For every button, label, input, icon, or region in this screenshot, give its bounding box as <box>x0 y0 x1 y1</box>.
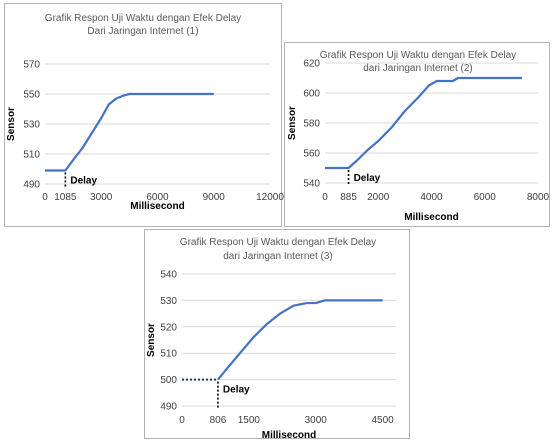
y-axis-label: Sensor <box>146 323 157 357</box>
x-tick-label: 1500 <box>238 415 261 426</box>
y-axis-label: Sensor <box>6 107 17 141</box>
x-tick-label: 6000 <box>474 192 497 203</box>
chart-title: Grafik Respon Uji Waktu dengan Efek Dela… <box>45 13 241 24</box>
x-tick-label: 885 <box>340 192 357 203</box>
chart-subtitle: dari Jaringan Internet (2) <box>363 63 473 74</box>
x-tick-label: 2000 <box>367 192 390 203</box>
chart-3-svg: Grafik Respon Uji Waktu dengan Efek Dela… <box>146 237 396 441</box>
chart-title: Grafik Respon Uji Waktu dengan Efek Dela… <box>180 237 376 248</box>
x-tick-label: 4000 <box>420 192 443 203</box>
x-tick-label: 12000 <box>256 192 284 203</box>
chart-title: Grafik Respon Uji Waktu dengan Efek Dela… <box>320 50 516 61</box>
y-tick-label: 510 <box>23 150 40 161</box>
x-tick-label: 3000 <box>90 192 113 203</box>
chart-panel-2: Grafik Respon Uji Waktu dengan Efek Dela… <box>284 42 550 227</box>
y-tick-label: 570 <box>23 60 40 71</box>
y-tick-label: 530 <box>160 296 177 307</box>
x-tick-label: 0 <box>179 415 185 426</box>
y-axis-label: Sensor <box>287 106 298 140</box>
y-tick-label: 530 <box>23 120 40 131</box>
y-tick-label: 550 <box>23 90 40 101</box>
delay-annotation: Delay <box>70 176 97 187</box>
y-tick-label: 560 <box>303 149 320 160</box>
x-tick-label: 8000 <box>527 192 550 203</box>
x-axis-label: Millisecond <box>130 201 184 212</box>
chart-panel-3: Grafik Respon Uji Waktu dengan Efek Dela… <box>144 229 410 441</box>
x-tick-label: 4500 <box>372 415 395 426</box>
chart-1-svg: Grafik Respon Uji Waktu dengan Efek Dela… <box>6 13 284 212</box>
x-tick-label: 1085 <box>54 192 77 203</box>
y-tick-label: 580 <box>303 119 320 130</box>
chart-subtitle: Dari Jaringan Internet (1) <box>87 26 198 37</box>
y-tick-label: 490 <box>160 402 177 413</box>
x-tick-label: 6000 <box>146 192 169 203</box>
chart-subtitle: dari Jaringan Internet (3) <box>223 251 333 262</box>
x-axis-label: Millisecond <box>262 430 316 441</box>
y-tick-label: 490 <box>23 180 40 191</box>
y-tick-label: 600 <box>303 89 320 100</box>
x-tick-label: 0 <box>322 192 328 203</box>
series-line <box>217 299 383 381</box>
chart-2-svg: Grafik Respon Uji Waktu dengan Efek Dela… <box>287 50 550 223</box>
y-tick-label: 540 <box>303 179 320 190</box>
x-tick-label: 806 <box>210 415 227 426</box>
delay-annotation: Delay <box>354 173 381 184</box>
y-tick-label: 510 <box>160 349 177 360</box>
y-tick-label: 540 <box>160 270 177 281</box>
y-tick-label: 520 <box>160 322 177 333</box>
delay-annotation: Delay <box>223 385 250 396</box>
x-tick-label: 9000 <box>203 192 226 203</box>
y-tick-label: 620 <box>303 59 320 70</box>
chart-panel-1: Grafik Respon Uji Waktu dengan Efek Dela… <box>4 3 284 227</box>
x-tick-label: 3000 <box>305 415 328 426</box>
y-tick-label: 500 <box>160 375 177 386</box>
x-tick-label: 0 <box>42 192 48 203</box>
series-line <box>45 92 214 172</box>
x-axis-label: Millisecond <box>404 212 458 223</box>
